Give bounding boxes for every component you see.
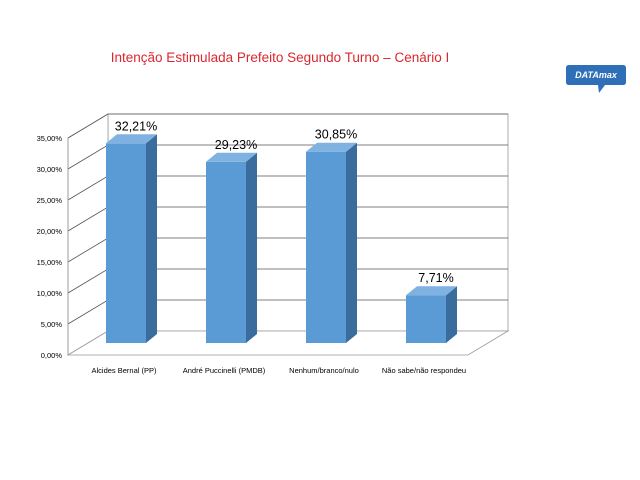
- chart-title: Intenção Estimulada Prefeito Segundo Tur…: [110, 50, 450, 65]
- logo-text: DATAmax: [575, 70, 618, 80]
- y-tick-label: 15,00%: [37, 258, 63, 267]
- y-tick-label: 0,00%: [41, 351, 63, 360]
- data-label: 30,85%: [315, 128, 357, 142]
- bar: [106, 143, 146, 343]
- bar-side: [446, 286, 457, 343]
- y-tick-label: 10,00%: [37, 289, 63, 298]
- side-wall: [67, 113, 109, 356]
- category-label: Não sabe/não respondeu: [382, 366, 466, 375]
- bar: [206, 161, 246, 343]
- y-tick-label: 5,00%: [41, 320, 63, 329]
- y-tick-label: 30,00%: [37, 165, 63, 174]
- category-label: André Puccinelli (PMDB): [183, 366, 266, 375]
- bar-side: [246, 152, 257, 343]
- category-label: Nenhum/branco/nulo: [289, 366, 359, 375]
- y-tick-label: 20,00%: [37, 227, 63, 236]
- chart-plot: 0,00% 5,00% 10,00% 15,00% 20,00% 25,00% 30,00%…: [37, 113, 510, 375]
- gridline: [67, 113, 508, 139]
- bar-side: [146, 134, 157, 343]
- floor: [66, 330, 510, 356]
- bar-top: [106, 134, 157, 144]
- bar-side: [346, 142, 357, 343]
- y-tick-label: 25,00%: [37, 196, 63, 205]
- logo-bubble: [566, 65, 626, 93]
- bar-top: [206, 152, 257, 162]
- y-tick-label: 35,00%: [37, 134, 63, 143]
- bar: [406, 295, 446, 343]
- bar-top: [306, 142, 357, 152]
- data-label: 29,23%: [215, 138, 257, 152]
- bar: [306, 151, 346, 343]
- datamax-logo: DATAmax: [566, 65, 626, 93]
- data-label: 32,21%: [115, 119, 157, 133]
- bar-top: [406, 286, 457, 296]
- data-label: 7,71%: [418, 271, 453, 285]
- category-label: Alcides Bernal (PP): [91, 366, 157, 375]
